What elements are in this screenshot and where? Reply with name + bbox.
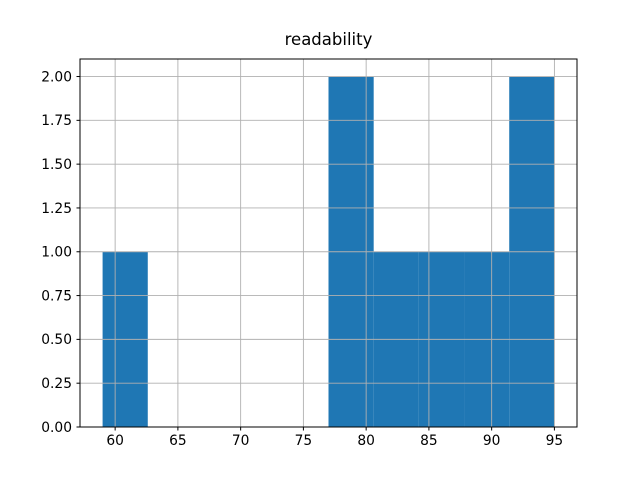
x-tick-label: 80 — [357, 433, 375, 449]
x-tick-label: 95 — [546, 433, 564, 449]
y-tick-label: 2.00 — [41, 69, 72, 85]
y-tick-label: 1.50 — [41, 157, 72, 173]
y-tick-label: 0.25 — [41, 376, 72, 392]
chart-title: readability — [285, 30, 373, 49]
x-tick-label: 85 — [420, 433, 438, 449]
plot-border — [79, 58, 578, 428]
x-tick-label: 90 — [483, 433, 501, 449]
y-tick-label: 0.50 — [41, 332, 72, 348]
grid-lines — [80, 59, 577, 428]
y-tick-label: 0.75 — [41, 288, 72, 304]
x-tick-label: 65 — [169, 433, 187, 449]
x-tick-label: 70 — [232, 433, 250, 449]
axes: 60 65 70 75 80 85 90 95 0.00 0.25 0.50 0.75 1.00 1.25… — [41, 58, 578, 449]
x-tick-label: 60 — [106, 433, 124, 449]
y-tick-label: 1.75 — [41, 113, 72, 129]
x-tick-label: 75 — [295, 433, 313, 449]
y-tick-label: 0.00 — [41, 420, 72, 436]
y-tick-label: 1.00 — [41, 245, 72, 261]
y-tick-label: 1.25 — [41, 201, 72, 217]
